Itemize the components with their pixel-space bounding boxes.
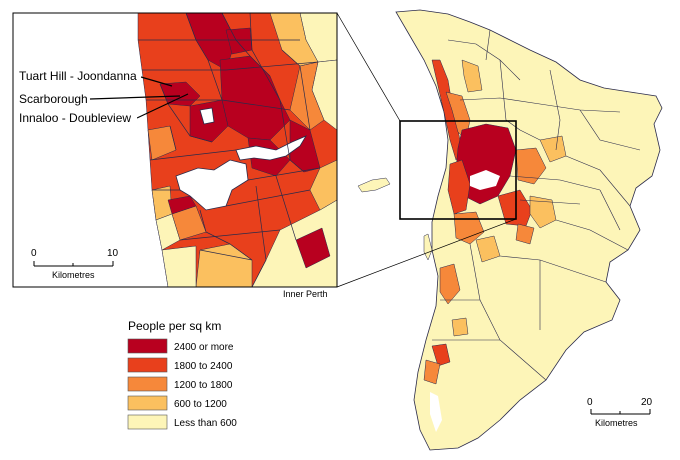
central-mid-2 (453, 211, 485, 245)
legend-item-2400: 2400 or more (127, 338, 234, 354)
south-mid-1 (475, 235, 501, 263)
inset-river-swan (235, 135, 307, 161)
label-innaloo-doubleview: Innaloo - Doubleview (19, 111, 131, 125)
south-coast-1 (439, 263, 461, 305)
legend-swatch (127, 414, 168, 430)
legend-item-600: 600 to 1200 (127, 395, 227, 411)
inset-scale-unit: Kilometres (52, 270, 95, 280)
metro-map (357, 9, 663, 451)
legend-swatch (127, 395, 168, 411)
main-scale-start: 0 (587, 397, 593, 408)
main-scale-unit: Kilometres (595, 418, 638, 428)
suburb-boundaries (432, 29, 641, 381)
inset-suburb-boundaries (138, 13, 321, 287)
label-tuart-hill-joondanna: Tuart Hill - Joondanna (19, 69, 137, 83)
south-coast-3 (423, 359, 441, 385)
legend-item-0: Less than 600 (127, 414, 237, 430)
main-scale-end: 20 (641, 397, 653, 408)
inset-scale-bar: 0 10 Kilometres (14, 240, 126, 284)
legend-swatch (127, 376, 168, 392)
central-dense-2 (447, 159, 471, 215)
inset-annotations: Tuart Hill - Joondanna Scarborough Innal… (17, 68, 189, 126)
inset-scale-end: 10 (107, 248, 119, 259)
inset-frame (12, 12, 338, 288)
legend-swatch (127, 357, 168, 373)
leader-scarborough (89, 95, 181, 100)
leader-innaloo (136, 93, 189, 119)
central-mid-3 (529, 195, 557, 229)
south-coast-2 (431, 343, 451, 367)
main-scale-bar: 0 20 Kilometres (587, 397, 653, 428)
inset-high-s2 (295, 227, 331, 269)
inset-caption: Inner Perth (283, 289, 328, 299)
legend-label: Less than 600 (174, 418, 237, 429)
legend-title: People per sq km (128, 319, 221, 333)
north-mid-patch (461, 59, 483, 93)
central-mid-1 (515, 147, 547, 185)
label-scarborough: Scarborough (19, 92, 88, 106)
rottnest-island (357, 177, 391, 193)
inset-low-sw (161, 245, 197, 287)
inset-lake (199, 107, 215, 125)
inset-high-s1 (167, 195, 197, 215)
inset-mid-s (195, 243, 253, 287)
legend-label: 1800 to 2400 (174, 361, 233, 372)
legend: People per sq km 2400 or more 1800 to 24… (127, 319, 237, 430)
connector-line-bottom (336, 218, 517, 288)
inset-extent-box (399, 120, 517, 220)
inset-map (13, 13, 337, 287)
inset-river-lower (175, 159, 249, 211)
south-mid-2 (515, 223, 535, 245)
south-peel-inlet (430, 392, 442, 432)
legend-item-1800: 1800 to 2400 (127, 357, 233, 373)
south-mid-3 (451, 317, 469, 337)
legend-label: 1200 to 1800 (174, 380, 233, 391)
garden-island (423, 233, 433, 261)
legend-label: 600 to 1200 (174, 399, 227, 410)
inset-scale-start: 0 (31, 248, 37, 259)
inset-mid-se (309, 159, 337, 211)
legend-swatch (127, 338, 168, 354)
river-water (470, 170, 500, 190)
leader-tuart-hill (140, 76, 173, 87)
legend-label: 2400 or more (174, 342, 234, 353)
legend-item-1200: 1200 to 1800 (127, 376, 233, 392)
connector-line-top (336, 12, 401, 122)
